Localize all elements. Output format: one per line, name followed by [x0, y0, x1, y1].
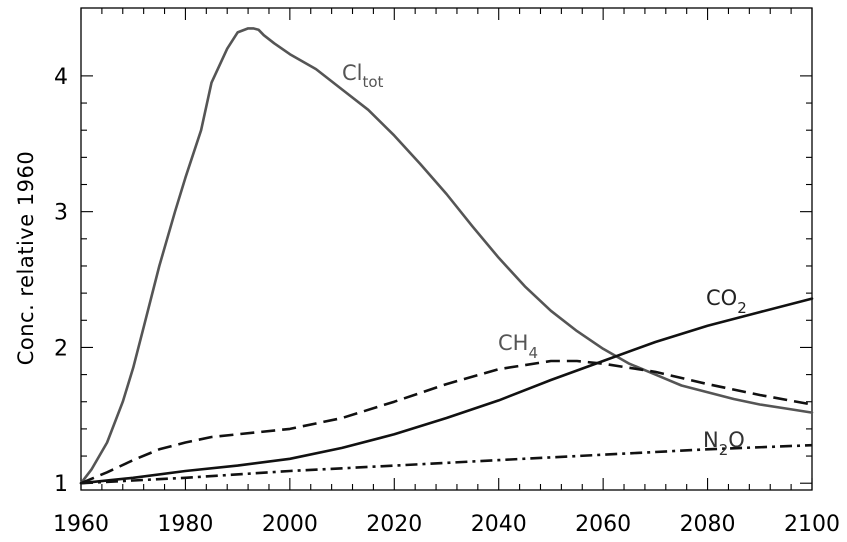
plot-border [80, 7, 813, 491]
y-axis-label: Conc. relative 1960 [14, 151, 38, 366]
series-layer [79, 27, 814, 485]
x-tick-label: 2100 [784, 512, 840, 537]
plot-frame [80, 7, 813, 491]
series-label-subscript: 2 [719, 441, 729, 459]
x-tick-label: 2080 [680, 512, 736, 537]
series-label-subscript: tot [363, 73, 384, 91]
series-label-main: CH [498, 331, 528, 355]
series-label-subscript: 4 [528, 344, 538, 362]
y-axis: 1 2 3 4 [54, 65, 812, 497]
series-line-3 [80, 443, 813, 485]
x-tick-label: 1960 [53, 512, 109, 537]
x-tick-label: 2060 [575, 512, 631, 537]
series-label-main: Cl [342, 61, 363, 85]
y-tick-label: 1 [54, 472, 68, 497]
series-label-0: Cltot [342, 61, 384, 91]
series-label-subscript: 2 [737, 299, 747, 317]
series-label-main: CO [706, 286, 737, 310]
x-axis: 1960 1980 2000 2020 2040 2060 2080 2100 [53, 8, 840, 537]
series-label-3: N2O [703, 428, 745, 459]
x-tick-label: 2040 [471, 512, 527, 537]
series-label-2: CH4 [498, 331, 538, 362]
y-tick-label: 2 [54, 336, 68, 361]
y-tick-label: 3 [54, 201, 68, 226]
y-tick-label: 4 [54, 65, 68, 90]
x-tick-label: 2020 [366, 512, 422, 537]
x-tick-label: 2000 [262, 512, 318, 537]
series-label-main: N [703, 428, 719, 452]
series-line-0 [79, 27, 814, 485]
series-label-suffix: O [728, 428, 745, 452]
series-line-1 [79, 297, 814, 485]
series-line-2 [80, 359, 813, 485]
series-label-1: CO2 [706, 286, 747, 317]
x-tick-label: 1980 [157, 512, 213, 537]
